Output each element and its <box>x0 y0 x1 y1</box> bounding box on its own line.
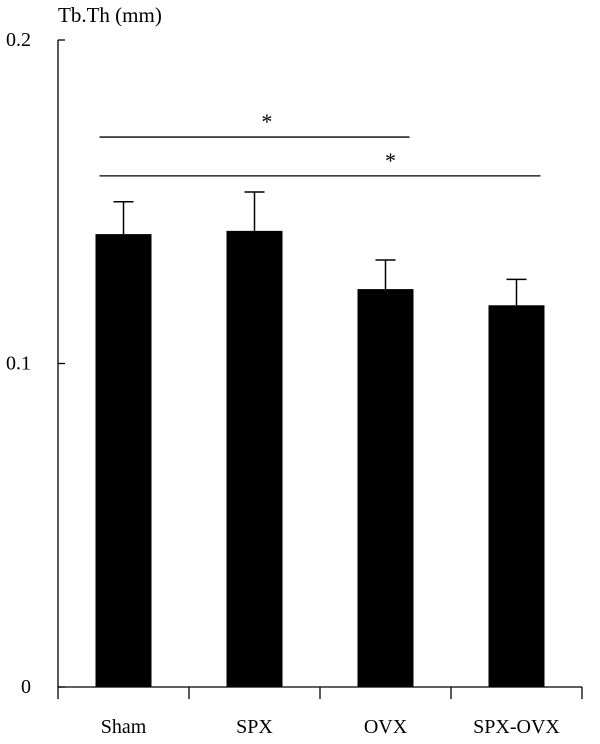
error-bar-sham <box>113 201 134 235</box>
error-bar-spx <box>244 191 265 231</box>
x-category-label-3: SPX-OVX <box>473 716 560 738</box>
significance-star-1: * <box>385 148 396 173</box>
y-tick-label-1: 0.1 <box>6 353 31 375</box>
x-axis: Sham SPX OVX SPX-OVX <box>57 686 583 738</box>
bar-sham <box>95 234 152 687</box>
bar-ovx <box>357 289 414 687</box>
x-category-label-0: Sham <box>101 716 147 738</box>
y-tick-label-0: 0 <box>21 676 31 698</box>
y-axis: 0 0.1 0.2 <box>6 29 65 698</box>
bar-spx <box>226 230 283 688</box>
significance-annotations: ** <box>99 109 541 177</box>
error-bars <box>113 191 527 306</box>
error-bar-ovx <box>375 259 396 290</box>
y-tick-label-2: 0.2 <box>6 29 31 51</box>
y-axis-label: Tb.Th (mm) <box>58 3 162 27</box>
bars <box>95 230 545 688</box>
error-bar-spx-ovx <box>506 278 527 306</box>
x-category-label-1: SPX <box>236 716 273 738</box>
significance-star-0: * <box>261 109 272 134</box>
bar-spx-ovx <box>488 305 545 687</box>
x-category-label-2: OVX <box>364 716 408 738</box>
